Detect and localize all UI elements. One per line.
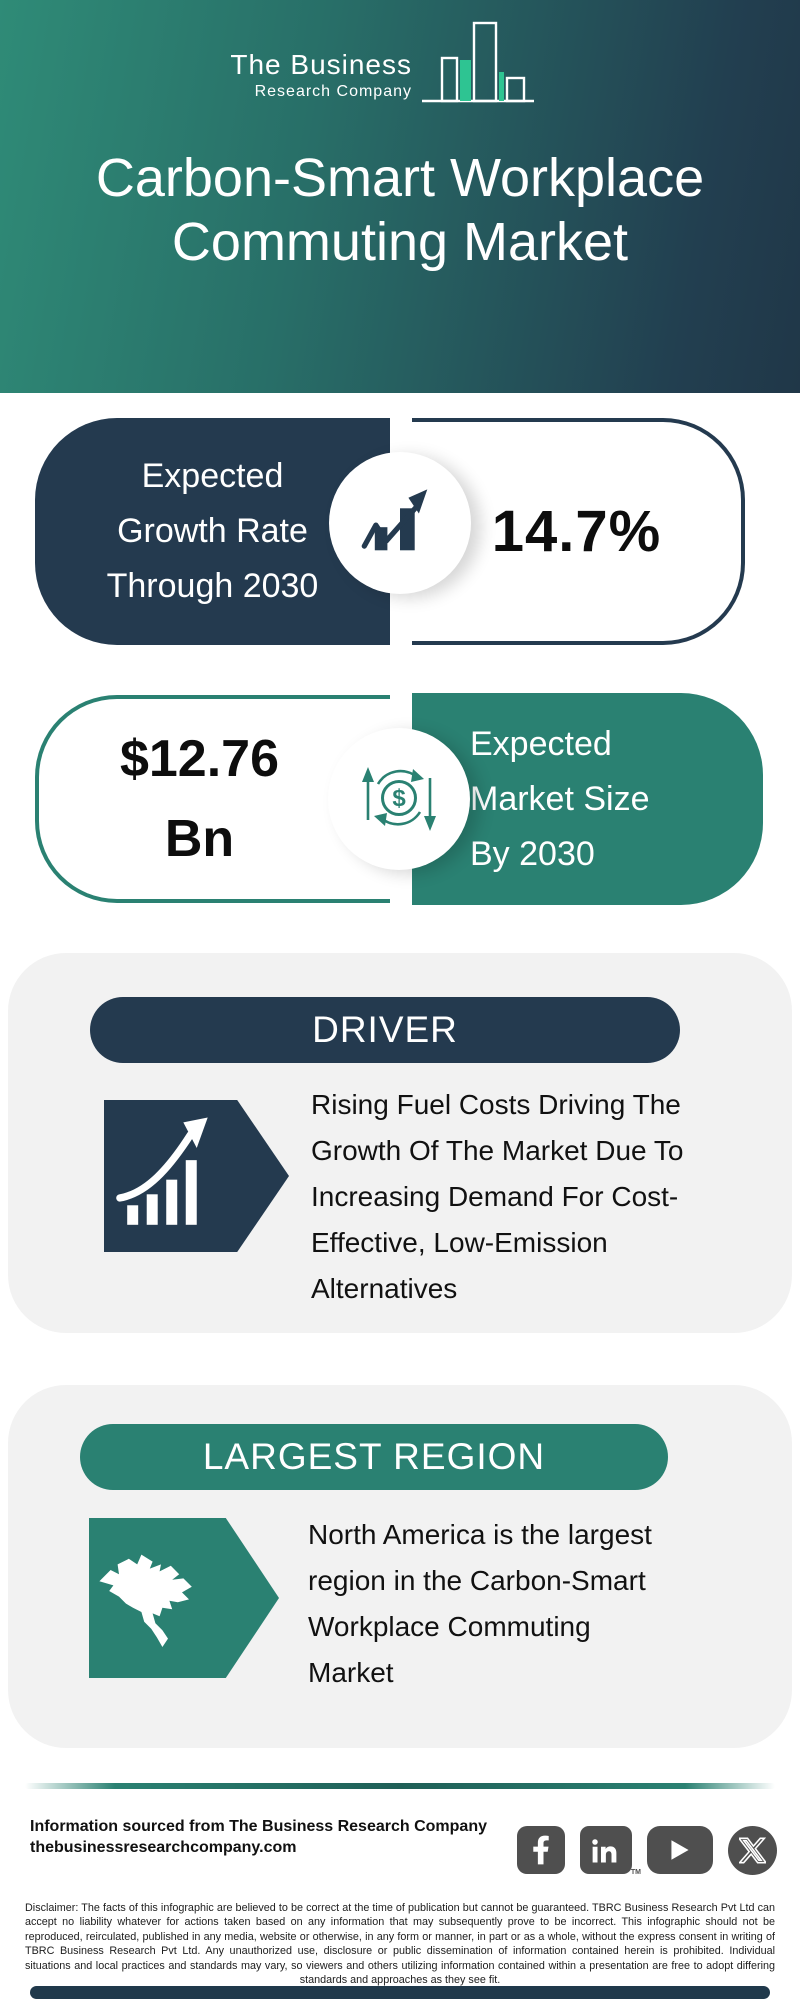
- disclaimer-text: Disclaimer: The facts of this infographi…: [25, 1902, 775, 1987]
- brand-logo-text: The Business Research Company: [150, 48, 412, 101]
- market-size-value: $12.76 Bn: [119, 730, 280, 868]
- growth-rate-value: 14.7%: [491, 499, 662, 564]
- growth-chart-icon: [361, 489, 428, 551]
- facebook-icon[interactable]: [517, 1826, 565, 1874]
- brand-subname: Research Company: [254, 83, 412, 100]
- youtube-icon[interactable]: [647, 1826, 713, 1874]
- driver-text: Rising Fuel Costs Driving The Growth Of …: [311, 1089, 684, 1304]
- source-website: thebusinessresearchcompany.com: [30, 1839, 297, 1856]
- bar-chart-arrow-icon: [116, 1117, 208, 1225]
- driver-heading: DRIVER: [312, 1009, 458, 1050]
- driver-heading-pill: DRIVER: [90, 997, 680, 1063]
- north-america-map-icon: [99, 1554, 192, 1647]
- x-icon[interactable]: [728, 1825, 777, 1875]
- largest-region-heading-pill: LARGEST REGION: [80, 1424, 668, 1490]
- linkedin-tm-mark: TM: [630, 1869, 641, 1876]
- money-exchange-icon: $: [362, 767, 436, 831]
- brand-name: The Business: [230, 49, 412, 80]
- money-exchange-icon-circle: $: [328, 728, 470, 870]
- largest-region-text: North America is the largest region in t…: [308, 1519, 652, 1688]
- source-line: Information sourced from The Business Re…: [30, 1818, 487, 1835]
- linkedin-icon[interactable]: TM: [580, 1826, 641, 1876]
- market-size-label-pill: Expected Market Size By 2030: [412, 693, 763, 905]
- svg-text:$: $: [392, 785, 406, 812]
- growth-rate-value-box: 14.7%: [412, 418, 745, 645]
- social-icons: TM: [517, 1825, 777, 1876]
- growth-chart-icon-circle: [329, 452, 471, 594]
- brand-logo-skyline-icon: [422, 21, 534, 103]
- market-size-label: Expected Market Size By 2030: [470, 724, 650, 873]
- largest-region-heading: LARGEST REGION: [202, 1436, 546, 1477]
- footer-divider: [25, 1783, 775, 1789]
- header-banner: The Business Research Company Carbon-Sma…: [0, 0, 800, 393]
- growth-rate-label: Expected Growth Rate Through 2030: [106, 457, 319, 605]
- bottom-accent-bar: [30, 1986, 770, 1999]
- source-info: Information sourced from The Business Re…: [30, 1816, 510, 1858]
- page-title: Carbon-Smart Workplace Commuting Market: [95, 148, 705, 272]
